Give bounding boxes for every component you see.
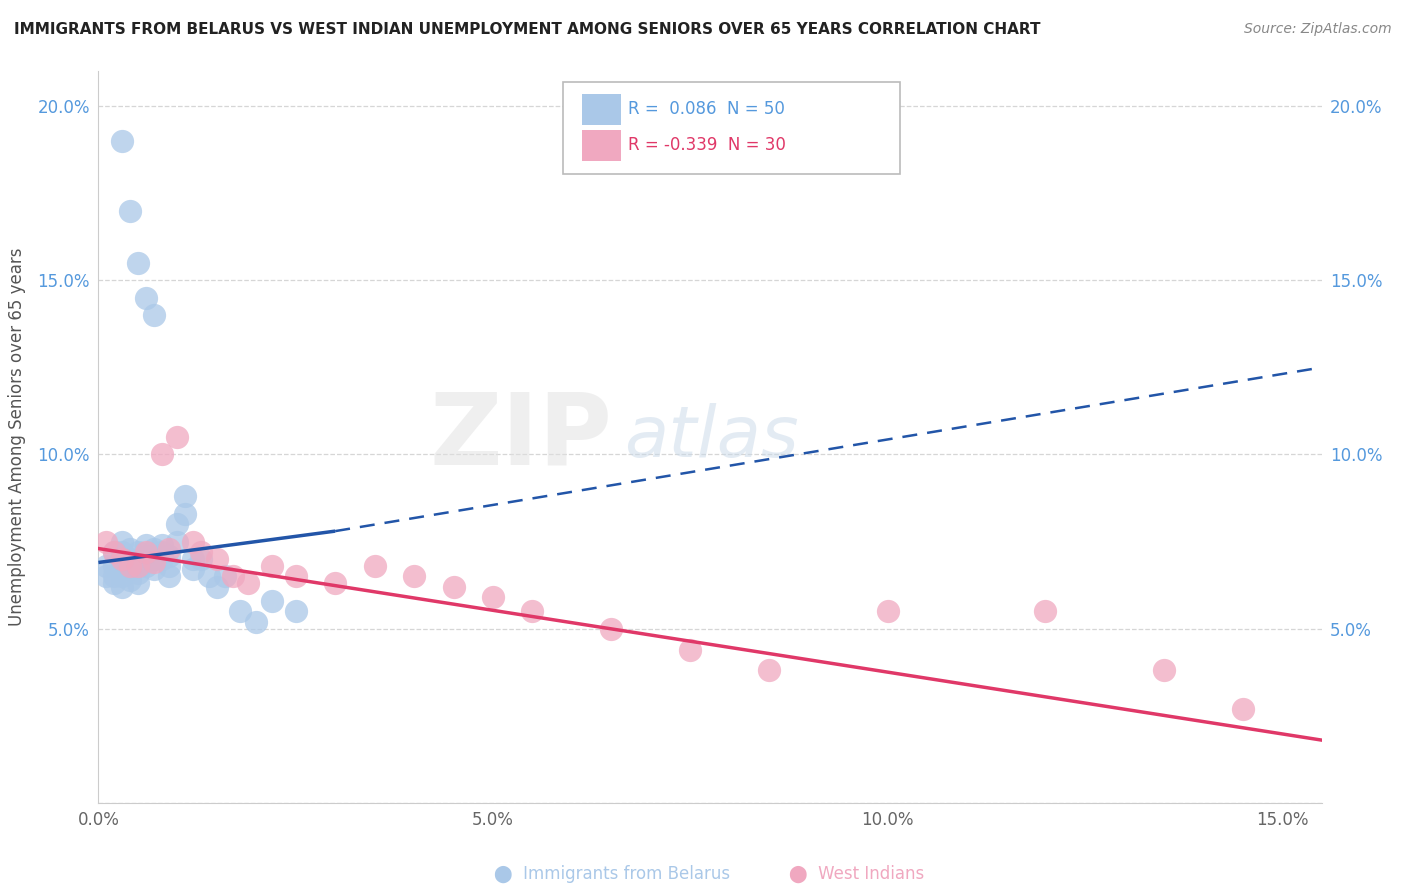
FancyBboxPatch shape (582, 94, 620, 125)
FancyBboxPatch shape (564, 82, 900, 174)
Point (174, 489, 197, 503)
Point (103, 576, 125, 591)
Point (522, 604, 544, 618)
Point (111, 134, 134, 148)
Point (150, 448, 173, 462)
Text: R = -0.339  N = 30: R = -0.339 N = 30 (628, 136, 786, 154)
Point (118, 552, 141, 566)
Point (284, 569, 307, 583)
Point (205, 580, 228, 594)
Point (1232, 702, 1254, 716)
Point (111, 569, 134, 583)
Point (103, 558, 125, 573)
Point (142, 552, 165, 566)
Point (142, 562, 165, 576)
Point (111, 552, 134, 566)
Text: IMMIGRANTS FROM BELARUS VS WEST INDIAN UNEMPLOYMENT AMONG SENIORS OVER 65 YEARS : IMMIGRANTS FROM BELARUS VS WEST INDIAN U… (14, 22, 1040, 37)
Point (127, 576, 149, 591)
Point (1035, 604, 1057, 618)
Point (150, 545, 173, 559)
Point (214, 569, 236, 583)
Point (135, 558, 157, 573)
Point (111, 534, 134, 549)
Point (142, 556, 165, 570)
Point (284, 604, 307, 618)
Point (135, 545, 157, 559)
Point (96, 558, 118, 573)
Point (96, 534, 118, 549)
Point (166, 430, 188, 444)
Point (679, 642, 702, 657)
Point (190, 552, 212, 566)
Point (150, 552, 173, 566)
Point (404, 569, 426, 583)
Point (181, 562, 204, 576)
Point (221, 569, 243, 583)
Point (135, 291, 157, 305)
Point (111, 545, 134, 559)
Point (127, 558, 149, 573)
Point (159, 541, 181, 556)
Point (245, 615, 267, 629)
Text: Source: ZipAtlas.com: Source: ZipAtlas.com (1244, 22, 1392, 37)
Point (127, 545, 149, 559)
Point (482, 591, 505, 605)
Point (363, 558, 385, 573)
Text: ZIP: ZIP (429, 389, 612, 485)
Point (181, 534, 204, 549)
Point (159, 569, 181, 583)
Point (205, 552, 228, 566)
Point (135, 549, 157, 563)
Text: ⬤  West Indians: ⬤ West Indians (789, 865, 924, 883)
Y-axis label: Unemployment Among Seniors over 65 years: Unemployment Among Seniors over 65 years (8, 248, 27, 626)
Point (127, 566, 149, 580)
Point (190, 545, 212, 559)
Point (166, 517, 188, 532)
Point (323, 576, 346, 591)
Point (118, 558, 141, 573)
Point (876, 604, 898, 618)
Point (118, 203, 141, 218)
Point (1153, 664, 1175, 678)
Point (159, 558, 181, 573)
Point (118, 562, 141, 576)
Point (96, 569, 118, 583)
FancyBboxPatch shape (582, 130, 620, 161)
Point (103, 545, 125, 559)
Point (600, 622, 623, 636)
Point (758, 664, 780, 678)
Point (127, 556, 149, 570)
Text: atlas: atlas (624, 402, 799, 472)
Point (103, 545, 125, 559)
Point (260, 594, 283, 608)
Point (127, 256, 149, 270)
Point (174, 507, 197, 521)
Point (142, 308, 165, 322)
Point (198, 569, 221, 583)
Point (111, 580, 134, 594)
Point (159, 549, 181, 563)
Point (142, 541, 165, 556)
Point (166, 534, 188, 549)
Point (135, 538, 157, 552)
Point (150, 538, 173, 552)
Point (443, 580, 465, 594)
Point (111, 558, 134, 573)
Point (118, 541, 141, 556)
Point (238, 576, 260, 591)
Point (118, 573, 141, 587)
Text: R =  0.086  N = 50: R = 0.086 N = 50 (628, 101, 785, 119)
Point (103, 569, 125, 583)
Point (181, 552, 204, 566)
Point (229, 604, 252, 618)
Point (260, 558, 283, 573)
Text: ⬤  Immigrants from Belarus: ⬤ Immigrants from Belarus (494, 865, 730, 883)
